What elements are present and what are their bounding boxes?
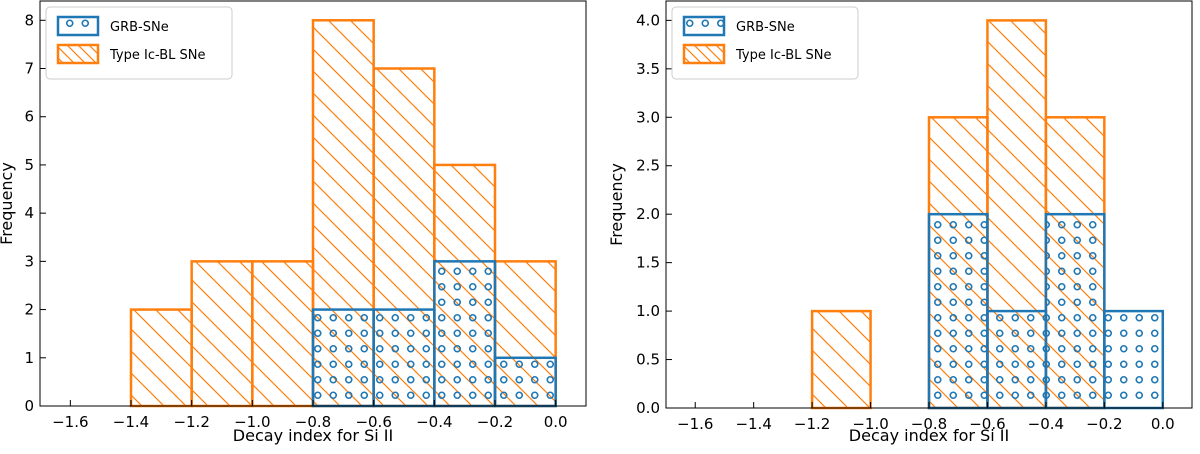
y-tick-label: 0.5 [636, 351, 660, 369]
x-tick-label: −0.8 [295, 413, 331, 431]
y-tick-label: 1.0 [636, 302, 660, 320]
chart-2: −1.6 −1.4 −1.2 −1.0 −0.8 −0.6 −0.4 −0.2 0.0 0.0 0.… [607, 0, 1193, 445]
x-tick-label: −0.8 [911, 415, 947, 433]
legend-swatch-grb [56, 15, 100, 37]
y-tick-label: 3.5 [636, 60, 660, 78]
legend-swatch-typeic [682, 43, 726, 65]
x-tick-label: 0.0 [1151, 415, 1175, 433]
y-tick-label: 3 [24, 252, 34, 270]
x-axis-label: Decay index for Si II [233, 426, 393, 445]
y-tick-label: 0.0 [636, 399, 660, 417]
bar-grb-bin [372, 308, 436, 408]
y-tick-label: 7 [24, 60, 34, 78]
x-tick-label: −0.2 [477, 413, 513, 431]
bar-typeic-bin [810, 309, 872, 410]
y-tick-label: 2.5 [636, 157, 660, 175]
bar-typeic-bin [251, 260, 315, 408]
x-tick-label: −1.4 [735, 415, 771, 433]
x-tick-label: −1.2 [173, 413, 209, 431]
x-tick-label: −0.4 [416, 413, 452, 431]
y-tick-label: 1.5 [636, 254, 660, 272]
y-axis-label: Frequency [607, 163, 626, 246]
legend-label-grb: GRB-SNe [110, 20, 169, 35]
x-tick-label: −0.2 [1086, 415, 1122, 433]
legend-label-typeic: Type Ic-BL SNe [735, 48, 831, 63]
bar-grb-bin [986, 309, 1048, 410]
x-tick-label: −1.2 [794, 415, 830, 433]
y-tick-label: 2 [24, 301, 34, 319]
bar-typeic-bin [190, 260, 254, 408]
x-tick-label: −0.6 [355, 413, 391, 431]
legend-label-grb: GRB-SNe [736, 20, 795, 35]
x-tick-label: −1.6 [52, 413, 88, 431]
y-tick-label: 3.0 [636, 108, 660, 126]
y-axis-label: Frequency [0, 162, 16, 245]
x-tick-label: −1.0 [234, 413, 270, 431]
y-tick-label: 4.0 [636, 11, 660, 29]
legend-swatch-grb [682, 15, 726, 37]
bar-grb-bin [433, 260, 497, 408]
y-tick-label: 4 [24, 204, 34, 222]
y-tick-label: 5 [24, 156, 34, 174]
x-axis-label: Decay index for Si II [849, 426, 1009, 445]
bar-typeic-bin [129, 308, 193, 408]
legend-swatch-typeic [56, 43, 100, 65]
y-tick-label: 6 [24, 108, 34, 126]
legend-label-typeic: Type Ic-BL SNe [109, 48, 205, 63]
x-tick-label: −1.6 [677, 415, 713, 433]
chart-1: −1.6 −1.4 −1.2 −1.0 −0.8 −0.6 −0.4 −0.2 0.0 0 1 2 3 4… [0, 0, 587, 445]
y-tick-label: 0 [24, 397, 34, 415]
bar-grb-bin [1103, 309, 1165, 410]
y-tick-label: 1 [24, 349, 34, 367]
x-tick-label: −0.6 [969, 415, 1005, 433]
bar-grb-bin [493, 356, 557, 408]
bar-grb-bin [311, 308, 375, 408]
x-tick-label: −0.4 [1028, 415, 1064, 433]
y-tick-label: 2.0 [636, 205, 660, 223]
x-tick-label: 0.0 [544, 413, 568, 431]
x-tick-label: −1.0 [852, 415, 888, 433]
bar-grb-bin [1044, 212, 1106, 410]
bar-grb-bin [927, 212, 989, 410]
x-tick-label: −1.4 [113, 413, 149, 431]
y-tick-label: 8 [24, 11, 34, 29]
